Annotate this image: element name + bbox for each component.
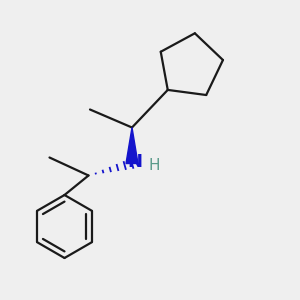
Text: N: N — [128, 153, 142, 171]
Text: H: H — [149, 158, 160, 172]
Polygon shape — [126, 128, 138, 164]
